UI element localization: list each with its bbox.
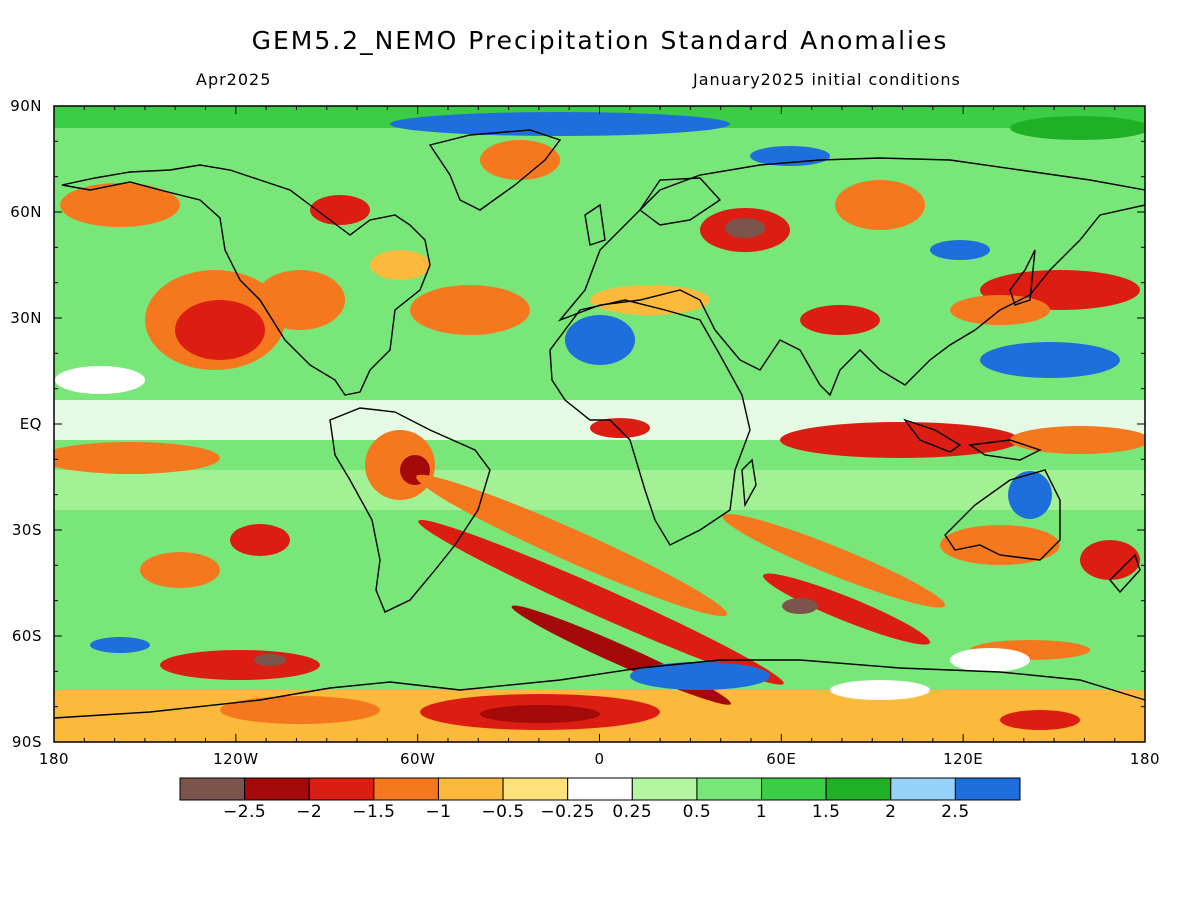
colorbar-label: 0.25 xyxy=(612,802,653,822)
valid-month-label: Apr2025 xyxy=(196,70,272,89)
colorbar-swatch xyxy=(890,777,956,801)
colorbar-label: 2.5 xyxy=(941,802,970,822)
longitude-label: 60E xyxy=(766,750,797,768)
longitude-label: 60W xyxy=(399,750,436,768)
longitude-label: 180 xyxy=(38,750,70,768)
colorbar-swatch xyxy=(825,777,892,801)
latitude-label: 90N xyxy=(10,97,42,115)
colorbar-swatch xyxy=(631,777,698,801)
colorbar-label: −1.5 xyxy=(352,802,396,822)
longitude-label: 120E xyxy=(943,750,984,768)
colorbar-label: 1 xyxy=(755,802,768,822)
longitude-label: 180 xyxy=(1129,750,1161,768)
longitude-label: 120W xyxy=(213,750,259,768)
coastlines xyxy=(54,129,1145,719)
colorbar-label: −1 xyxy=(425,802,452,822)
colorbar-label: −0.25 xyxy=(540,802,595,822)
map-title: GEM5.2_NEMO Precipitation Standard Anoma… xyxy=(251,26,949,55)
colorbar-label: −2.5 xyxy=(222,802,267,822)
latitude-label: 30N xyxy=(10,309,42,327)
colorbar-swatch xyxy=(437,777,504,801)
latitude-label: 60S xyxy=(11,627,42,645)
colorbar-swatch xyxy=(502,777,569,801)
colorbar-swatch xyxy=(244,777,310,801)
colorbar-swatch xyxy=(308,777,375,801)
colorbar-swatch xyxy=(696,777,763,801)
colorbar-label: 2 xyxy=(885,802,897,822)
colorbar-swatch xyxy=(954,777,1021,801)
colorbar-label: 1.5 xyxy=(811,802,841,822)
axis-ticks xyxy=(53,105,1146,743)
init-conditions-label: January2025 initial conditions xyxy=(693,70,961,89)
colorbar-label: 0.5 xyxy=(682,802,712,822)
latitude-label: 30S xyxy=(11,521,42,539)
colorbar-swatch xyxy=(567,777,633,801)
colorbar-label: −0.5 xyxy=(481,802,525,822)
colorbar-swatch xyxy=(761,777,827,801)
latitude-label: 90S xyxy=(11,733,42,751)
longitude-label: 0 xyxy=(594,750,605,768)
colorbar xyxy=(179,777,1021,801)
latitude-label: 60N xyxy=(10,203,42,221)
colorbar-swatch xyxy=(179,777,246,801)
colorbar-label: −2 xyxy=(296,802,323,822)
latitude-label: EQ xyxy=(19,415,42,433)
anomaly-field xyxy=(54,106,1145,742)
colorbar-swatch xyxy=(373,777,439,801)
